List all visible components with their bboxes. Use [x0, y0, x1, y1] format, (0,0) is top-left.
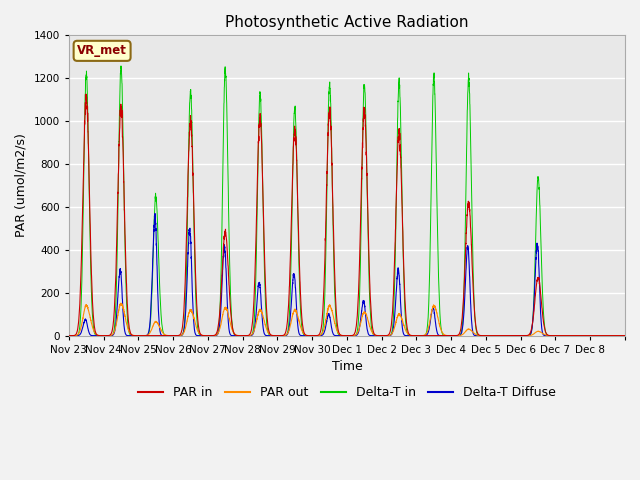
- X-axis label: Time: Time: [332, 360, 362, 373]
- Legend: PAR in, PAR out, Delta-T in, Delta-T Diffuse: PAR in, PAR out, Delta-T in, Delta-T Dif…: [133, 382, 561, 405]
- Y-axis label: PAR (umol/m2/s): PAR (umol/m2/s): [15, 133, 28, 238]
- Title: Photosynthetic Active Radiation: Photosynthetic Active Radiation: [225, 15, 468, 30]
- Text: VR_met: VR_met: [77, 44, 127, 57]
